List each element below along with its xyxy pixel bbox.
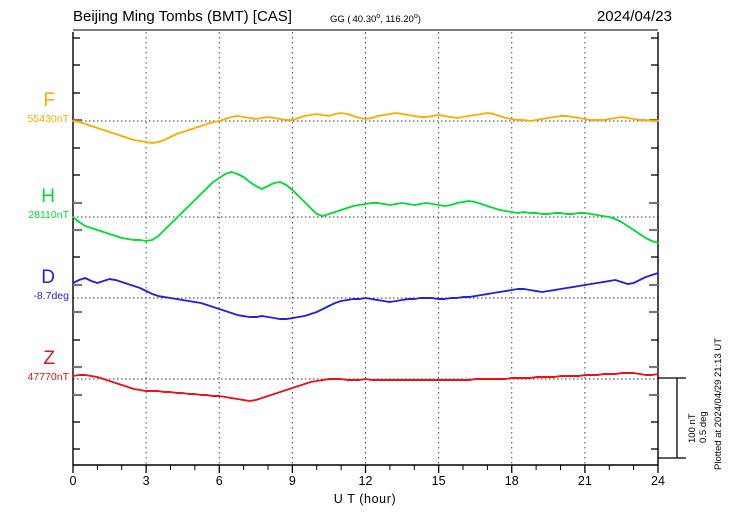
longitude-value: 116.20 <box>385 14 414 26</box>
component-baseline-value-d: -8.7deg <box>33 290 69 302</box>
component-baseline-value-z: 47770nT <box>27 371 69 383</box>
x-axis-title: U T (hour) <box>333 492 397 506</box>
component-baseline-value-f: 55430nT <box>27 113 69 125</box>
plotted-at-timestamp: Plotted at 2024/04/29 21:13 UT <box>713 337 724 470</box>
component-letter-d: D <box>41 267 55 288</box>
component-label-h: H 28110nT <box>0 187 69 221</box>
data-traces <box>72 112 659 402</box>
x-axis-tick-label: 12 <box>358 474 373 488</box>
x-axis-tick-label: 18 <box>504 474 519 488</box>
x-axis-tick-label: 21 <box>577 474 592 488</box>
latitude-value: 40.30 <box>352 14 377 26</box>
baseline-layer <box>73 120 658 380</box>
trace-z <box>72 372 659 402</box>
component-label-d: D -8.7deg <box>0 268 69 302</box>
trace-d <box>72 272 659 320</box>
trace-f <box>72 112 659 144</box>
x-axis-tick-label: 9 <box>288 474 296 488</box>
component-letter-f: F <box>43 90 55 111</box>
component-letter-h: H <box>41 186 55 207</box>
x-axis-ticks <box>72 465 659 473</box>
component-label-z: Z 47770nT <box>0 349 69 383</box>
scale-bar-caption: 100 nT 0.5 deg <box>687 411 710 443</box>
trace-h <box>72 171 659 244</box>
x-axis-tick-label: 24 <box>651 474 665 488</box>
page-title: Beijing Ming Tombs (BMT) [CAS] <box>73 8 292 25</box>
scale-bar <box>658 377 686 459</box>
station-coordinates: GG ( 40.30o, 116.20o) <box>330 13 421 26</box>
component-label-f: F 55430nT <box>0 91 69 125</box>
x-axis-tick-label: 6 <box>215 474 223 488</box>
component-letter-z: Z <box>43 348 55 369</box>
scale-bar-deg: 0.5 deg <box>697 411 709 443</box>
component-baseline-value-h: 28110nT <box>28 209 69 221</box>
coord-system-label: GG <box>330 14 345 26</box>
x-axis-tick-label: 15 <box>431 474 446 488</box>
plot-date: 2024/04/23 <box>596 8 672 25</box>
grid-layer <box>145 32 586 465</box>
x-axis-tick-label: 0 <box>69 474 77 488</box>
x-axis-tick-label: 3 <box>142 474 150 488</box>
